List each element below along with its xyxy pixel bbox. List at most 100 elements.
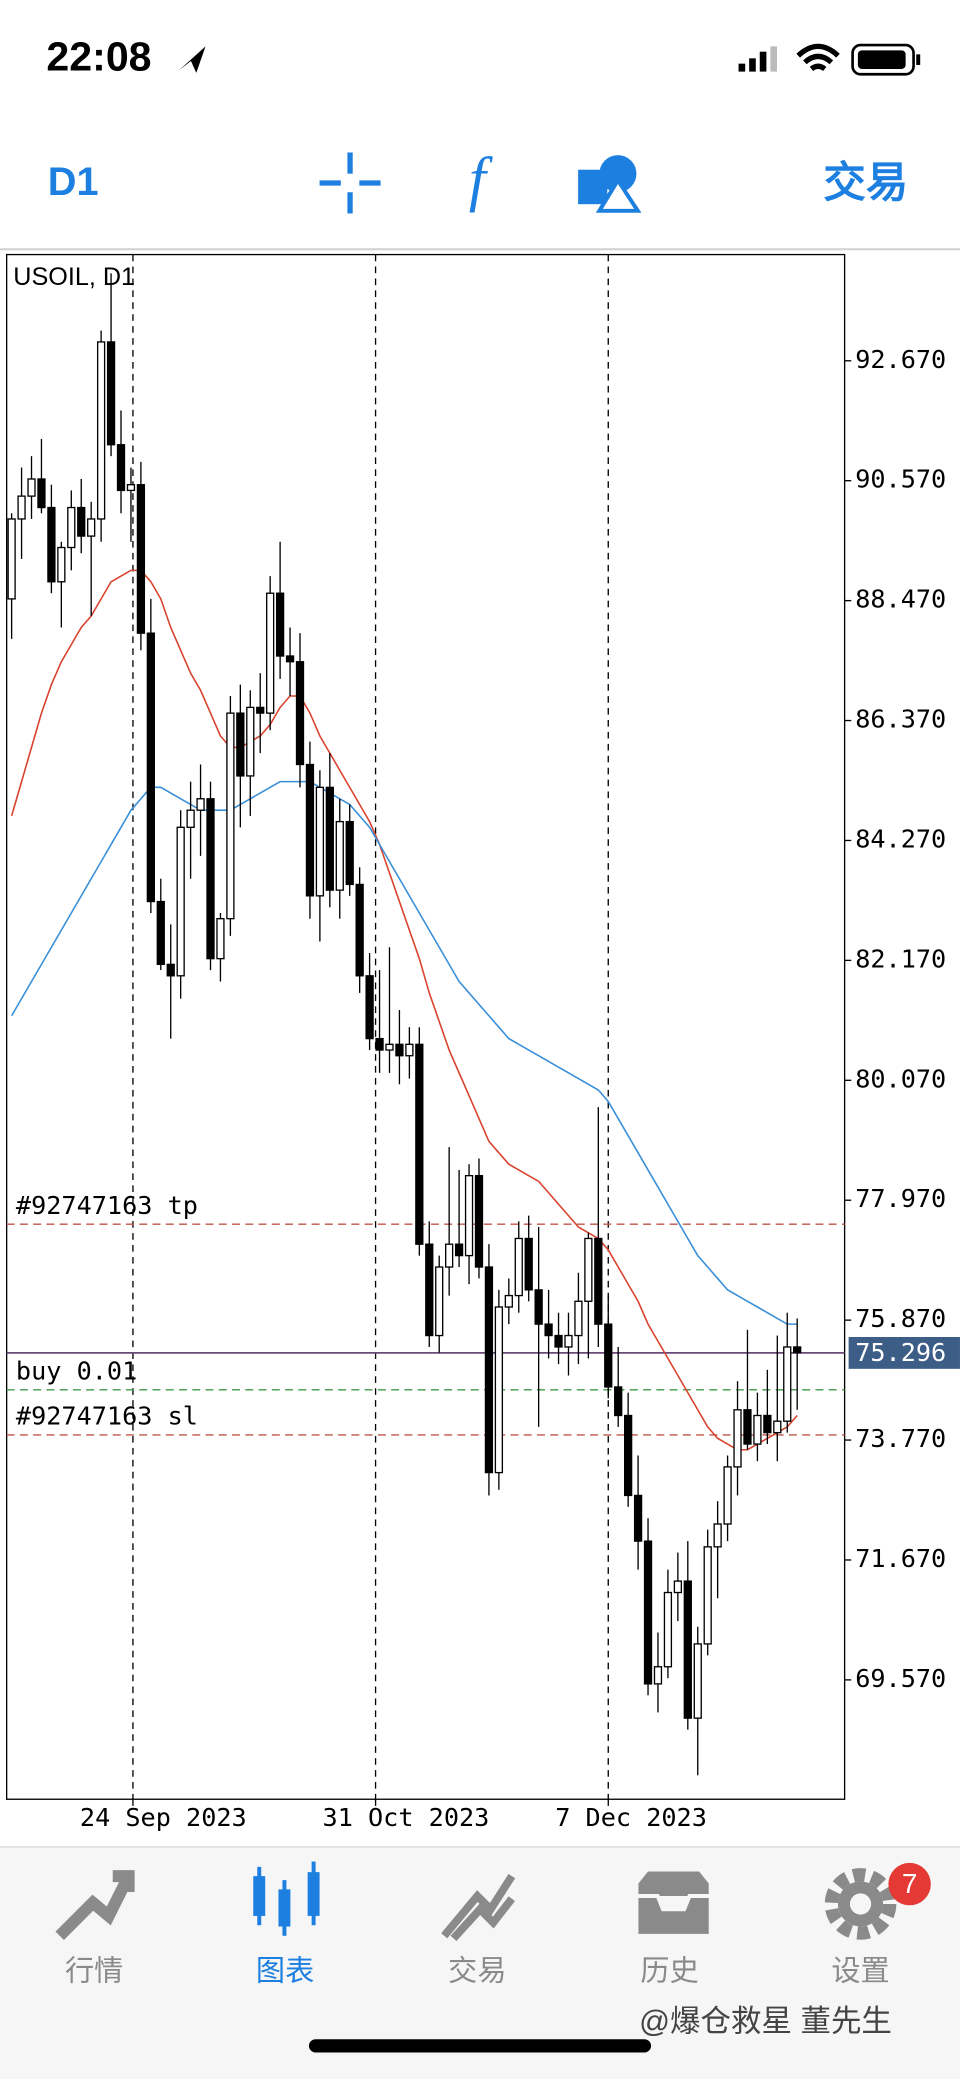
candle-body (713, 1523, 722, 1548)
candle-body (27, 478, 36, 497)
candle-body (773, 1420, 782, 1434)
candle-body (246, 706, 255, 777)
bid-label-box (848, 1337, 960, 1369)
y-tick-label: 82.170 (855, 944, 946, 973)
candle-body (564, 1334, 573, 1348)
candle-body (37, 478, 46, 509)
tab-label[interactable]: 图表 (256, 1955, 314, 1988)
candle-body (17, 495, 26, 520)
tab-label[interactable]: 设置 (831, 1956, 889, 1988)
candle-body (663, 1591, 673, 1668)
candle-body (116, 444, 126, 492)
x-tick-label: 7 Dec 2023 (555, 1803, 707, 1832)
candle-body (723, 1466, 732, 1525)
candle-body (315, 786, 325, 897)
candle-body (335, 820, 344, 891)
candle-body (504, 1294, 513, 1308)
objects-button[interactable] (578, 155, 642, 213)
y-tick-label: 77.970 (855, 1184, 946, 1213)
location-icon (179, 46, 206, 73)
chart: USOIL, D1 92.670 90.570 88.470 86.370 84.270… (5, 253, 960, 1832)
candle-body (136, 484, 146, 634)
candle-body (484, 1266, 494, 1474)
tab-label[interactable]: 历史 (640, 1955, 698, 1988)
candle-body (385, 1043, 394, 1051)
candle-body (653, 1666, 663, 1685)
candle-body (743, 1409, 752, 1445)
candle-body (266, 592, 275, 714)
candle-body (206, 798, 215, 960)
tab-label[interactable]: 交易 (448, 1955, 506, 1988)
candle-body (793, 1346, 802, 1354)
candle-body (375, 1037, 384, 1051)
indicator-line (10, 780, 798, 1325)
history-icon (634, 1867, 713, 1938)
candle-body (703, 1546, 712, 1645)
y-tick-label: 90.570 (855, 465, 946, 494)
candle-body (415, 1043, 424, 1245)
candle-body (77, 506, 86, 537)
candle-body (166, 963, 175, 977)
candle-body (196, 798, 205, 811)
y-tick-label: 86.370 (855, 705, 946, 734)
settings-icon (824, 1868, 897, 1940)
level-label: #92747163 tp (16, 1191, 198, 1220)
candle-body (524, 1237, 533, 1291)
candle-body (783, 1346, 792, 1422)
wifi-icon (796, 43, 840, 72)
tab-label[interactable]: 行情 (65, 1955, 123, 1988)
candle-body (405, 1043, 414, 1057)
candle-body (753, 1414, 762, 1445)
candle-body (285, 655, 295, 663)
candle-body (87, 518, 96, 537)
y-tick-label: 75.870 (855, 1304, 946, 1333)
candle-body (464, 1174, 474, 1257)
candle-body (673, 1580, 683, 1594)
candle-body (67, 506, 76, 549)
candle-body (256, 706, 265, 714)
y-tick-label: 80.070 (855, 1064, 946, 1093)
candle-body (494, 1306, 504, 1474)
candle-body (614, 1386, 623, 1417)
battery-icon (851, 43, 921, 76)
candle-body (604, 1323, 613, 1388)
candle-body (275, 592, 285, 657)
candle-body (345, 820, 354, 886)
chart-title: USOIL, D1 (13, 263, 135, 291)
candle-body (633, 1494, 643, 1542)
candle-body (544, 1323, 553, 1337)
candle-body (574, 1300, 583, 1337)
candle-body (305, 763, 315, 897)
candle-body (156, 900, 165, 966)
x-tick-label: 24 Sep 2023 (80, 1803, 247, 1832)
candle-body (226, 712, 235, 920)
candle-body (126, 484, 136, 492)
candle-body (454, 1243, 464, 1257)
candle-body (365, 975, 374, 1040)
candle-body (435, 1266, 444, 1337)
candle-body (733, 1409, 742, 1468)
candle-body (594, 1237, 603, 1325)
candle-body (96, 341, 106, 520)
candle-body (624, 1414, 633, 1497)
candle-body (643, 1540, 653, 1685)
status-time: 22:08 (46, 34, 151, 80)
home-indicator (308, 2039, 652, 2053)
candle-body (445, 1243, 454, 1268)
candle-body (186, 809, 195, 828)
timeframe-button[interactable]: D1 (48, 160, 99, 204)
candle-body (763, 1414, 772, 1434)
candle-body (514, 1237, 523, 1297)
candle-body (57, 546, 66, 583)
trade-button[interactable]: 交易 (823, 159, 908, 206)
candle-body (683, 1580, 692, 1719)
quotes-icon (55, 1870, 135, 1941)
crosshair-button[interactable] (319, 152, 381, 214)
plot-frame (5, 253, 846, 1800)
trade-icon (441, 1873, 516, 1942)
candle-body (236, 712, 245, 777)
tab-group: 7 行情 图表 交易 历史 设置 (55, 1861, 931, 1988)
candle-body (176, 826, 185, 977)
